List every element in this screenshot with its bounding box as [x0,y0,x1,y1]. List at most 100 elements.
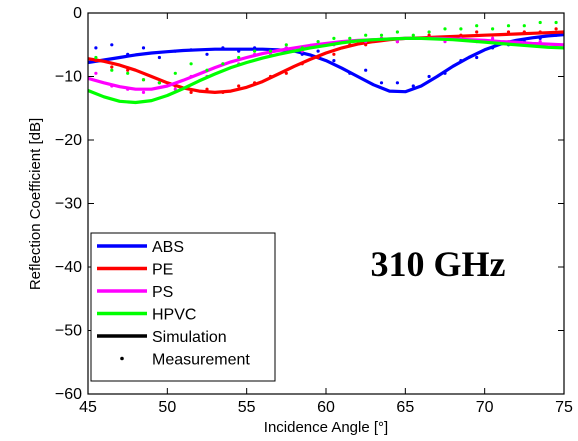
measurement-point-hpvc [411,33,415,37]
measurement-point-pe [475,30,479,34]
measurement-point-pe [554,27,558,31]
legend-item-measurement: Measurement [120,352,250,369]
legend-label: Simulation [152,329,227,346]
measurement-point-hpvc [475,24,479,28]
measurement-point-abs [173,49,177,53]
legend-item-simulation: Simulation [97,329,227,346]
measurement-point-abs [459,59,463,63]
measurement-point-abs [300,52,304,56]
measurement-point-ps [491,36,495,41]
measurement-point-abs [221,46,225,50]
legend-label: HPVC [152,307,196,324]
x-tick-label: 45 [79,399,97,416]
measurement-point-abs [237,49,241,53]
measurement-point-hpvc [538,20,542,25]
measurement-point-hpvc [126,71,130,75]
measurement-point-pe [491,33,495,37]
series-layer [88,20,564,105]
frequency-annotation: 310 GHz [371,244,506,284]
measurement-point-ps [189,74,193,79]
measurement-point-abs [189,48,193,52]
legend-label: Measurement [152,352,250,369]
measurement-point-hpvc [237,55,241,60]
measurement-point-hpvc [379,33,384,37]
measurement-point-pe [126,68,130,72]
measurement-point-hpvc [157,81,161,85]
measurement-point-hpvc [284,43,288,47]
simulation-line-pe [88,30,564,95]
measurement-point-hpvc [364,33,368,37]
y-tick-label: −60 [55,386,82,403]
measurement-point-hpvc [221,62,225,66]
measurement-point-pe [205,87,209,91]
measurement-point-pe [538,30,542,34]
measurement-point-abs [141,46,146,50]
x-tick-label: 60 [317,399,335,416]
measurement-point-hpvc [522,24,526,28]
measurement-point-pe [348,43,352,47]
measurement-point-ps [141,90,146,94]
measurement-point-hpvc [443,27,447,31]
measurement-point-hpvc [554,20,558,25]
measurement-point-hpvc [395,30,399,34]
measurement-point-ps [554,43,558,47]
legend-label: ABS [152,239,184,256]
legend-item-pe: PE [97,262,173,279]
measurement-point-hpvc [506,24,511,28]
x-tick-label: 65 [396,399,414,416]
y-tick-label: −40 [55,259,82,276]
measurement-point-hpvc [300,46,304,50]
measurement-point-abs [379,81,384,85]
measurement-point-hpvc [110,68,114,72]
measurement-point-pe [300,62,304,66]
measurement-point-hpvc [94,55,98,60]
measurement-point-abs [126,52,130,56]
measurement-point-pe [221,90,225,94]
measurement-point-hpvc [189,62,193,66]
measurement-point-abs [157,55,161,60]
measurement-point-ps [253,52,257,56]
measurement-point-abs [348,71,352,75]
legend-item-abs: ABS [97,239,184,256]
measurement-point-ps [538,40,542,44]
measurement-point-abs [332,59,336,63]
legend-label: PS [152,284,173,301]
measurement-point-pe [506,30,511,34]
measurement-point-ps [94,71,98,75]
measurement-point-pe [173,84,177,88]
measurement-point-abs [395,81,399,85]
x-tick-label: 75 [555,399,573,416]
legend-swatch [120,356,124,361]
y-tick-label: −10 [55,69,82,86]
y-tick-label: −20 [55,132,82,149]
measurement-point-hpvc [173,71,177,75]
simulation-line-ps [88,36,564,91]
measurement-point-ps [395,40,399,44]
x-axis-label: Incidence Angle [°] [264,419,388,436]
measurement-point-hpvc [205,68,209,72]
measurement-point-ps [284,46,288,50]
measurement-point-pe [237,84,241,88]
y-axis-label: Reflection Coefficient [dB] [27,118,44,290]
simulation-line-abs [88,32,564,94]
measurement-point-abs [316,49,320,53]
measurement-point-pe [94,59,98,63]
measurement-point-abs [94,46,98,50]
measurement-point-hpvc [491,27,495,31]
legend-label: PE [152,262,173,279]
measurement-point-pe [268,74,273,79]
y-tick-label: −30 [55,196,82,213]
measurement-point-hpvc [316,40,320,44]
legend: ABS PE PS HPVC Simulation Measurement [90,232,276,382]
y-tick-label: −50 [55,323,82,340]
measurement-point-hpvc [332,36,336,41]
measurement-point-pe [284,71,288,75]
measurement-point-pe [332,52,336,56]
measurement-point-hpvc [459,27,463,31]
measurement-point-pe [522,30,526,34]
y-tick-label: 0 [73,5,82,22]
measurement-point-hpvc [268,49,273,53]
series-abs [88,32,564,94]
measurement-point-pe [364,43,368,47]
